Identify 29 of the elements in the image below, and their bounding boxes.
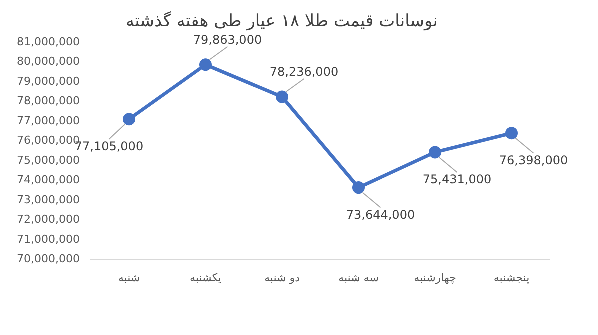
point <box>122 113 136 126</box>
y-tick-label: 70,000,000 <box>16 252 80 266</box>
y-tick-label: 72,000,000 <box>16 213 80 226</box>
y-tick-label: 75,000,000 <box>16 154 80 167</box>
y-tick-label: 81,000,000 <box>16 35 80 48</box>
x-tick-label: چهارشنبه <box>414 271 456 284</box>
data-label: 78,236,000 <box>270 65 339 80</box>
x-tick-label: سه شنبه <box>338 271 379 284</box>
point <box>199 58 212 72</box>
y-tick-label: 80,000,000 <box>16 55 80 68</box>
data-label: 73,644,000 <box>346 208 416 222</box>
point <box>506 127 518 140</box>
chart-title: نوسانات قیمت طلا ۱۸ عیار طی هفته گذشته <box>126 10 438 32</box>
point <box>428 146 442 159</box>
y-tick-label: 77,000,000 <box>16 114 80 128</box>
y-tick-label: 73,000,000 <box>16 193 80 206</box>
y-tick-label: 74,000,000 <box>16 174 80 187</box>
y-tick-label: 71,000,000 <box>16 232 80 246</box>
x-tick-label: یکشنبه <box>190 271 222 284</box>
x-tick-label: دو شنبه <box>264 271 300 284</box>
data-label: 75,431,000 <box>422 172 492 187</box>
y-tick-label: 78,000,000 <box>16 94 80 108</box>
x-tick-label: شنبه <box>118 271 140 284</box>
point <box>352 182 365 194</box>
point <box>276 90 288 104</box>
x-tick-label: پنجشنبه <box>494 271 530 284</box>
data-label: 79,863,000 <box>193 32 262 47</box>
data-label: 76,398,000 <box>499 153 568 168</box>
y-tick-label: 79,000,000 <box>16 74 80 88</box>
